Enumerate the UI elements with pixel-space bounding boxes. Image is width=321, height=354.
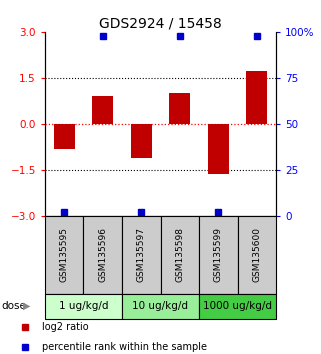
Bar [45,216,83,294]
Text: GSM135599: GSM135599 [214,227,223,282]
Text: 1 ug/kg/d: 1 ug/kg/d [59,301,108,311]
Bar [246,71,267,124]
Bar [238,216,276,294]
Bar [122,216,160,294]
Bar [83,216,122,294]
Bar [160,216,199,294]
Bar [54,124,75,149]
Text: ▶: ▶ [23,301,30,311]
Text: 10 ug/kg/d: 10 ug/kg/d [133,301,188,311]
Bar [92,96,113,124]
Text: GSM135595: GSM135595 [60,227,69,282]
Text: GSM135596: GSM135596 [98,227,107,282]
Bar [199,294,276,319]
Text: percentile rank within the sample: percentile rank within the sample [42,342,207,352]
Bar [45,294,122,319]
Bar [199,216,238,294]
Text: dose: dose [2,301,26,311]
Title: GDS2924 / 15458: GDS2924 / 15458 [99,17,222,31]
Text: log2 ratio: log2 ratio [42,322,89,332]
Bar [131,124,152,158]
Text: GSM135598: GSM135598 [175,227,184,282]
Bar [169,93,190,124]
Text: GSM135597: GSM135597 [137,227,146,282]
Text: 1000 ug/kg/d: 1000 ug/kg/d [203,301,272,311]
Bar [122,294,199,319]
Text: GSM135600: GSM135600 [252,227,261,282]
Bar [208,124,229,173]
